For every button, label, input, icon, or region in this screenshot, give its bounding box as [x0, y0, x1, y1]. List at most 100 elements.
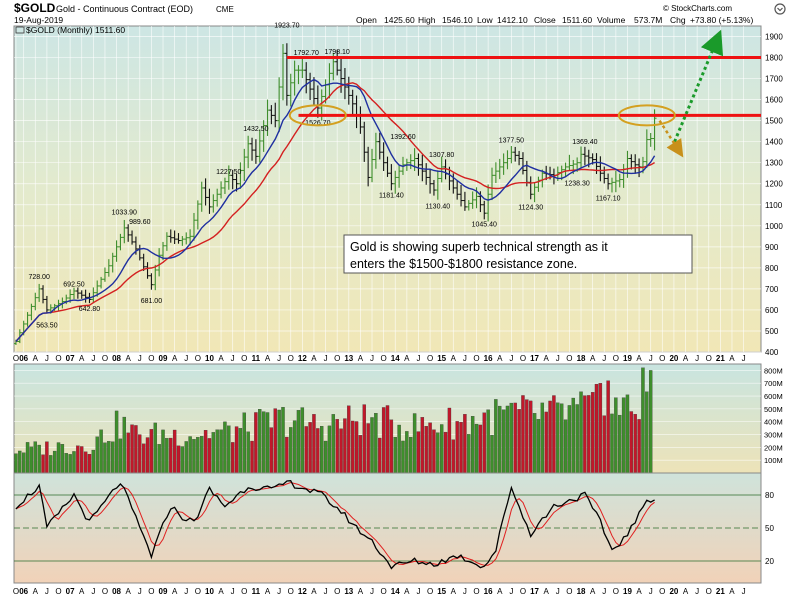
x-tick-label: O: [473, 587, 479, 596]
x-tick-label: J: [91, 587, 95, 596]
volume-bar: [60, 444, 65, 474]
volume-bar: [52, 450, 57, 474]
price-label: 1526.70: [305, 120, 330, 127]
price-tick-label: 600: [765, 306, 779, 315]
x-tick-label: J: [277, 354, 281, 363]
price-label: 1238.30: [564, 181, 589, 188]
x-tick-label: 09: [159, 354, 168, 363]
moving-average-fast-line: [15, 78, 656, 342]
volume-bar: [157, 444, 161, 474]
volume-bar: [211, 432, 216, 474]
volume-bar: [625, 394, 630, 474]
volume-bar: [95, 436, 99, 474]
x-tick-label: J: [45, 587, 49, 596]
settings-icon[interactable]: [774, 3, 786, 15]
chg-label: Chg: [670, 15, 686, 25]
x-tick-label: O: [427, 587, 433, 596]
price-label: 692.50: [63, 281, 85, 288]
volume-bar: [498, 405, 502, 474]
volume-bar: [64, 453, 68, 474]
x-tick-label: O: [288, 587, 294, 596]
x-tick-label: A: [265, 587, 271, 596]
x-tick-label: A: [729, 354, 735, 363]
volume-bar: [602, 415, 606, 474]
volume-bar: [196, 437, 200, 474]
volume-bar: [416, 431, 421, 474]
price-label: 563.50: [36, 323, 58, 330]
x-tick-label: O: [706, 587, 712, 596]
highlight-ellipse: [617, 104, 676, 127]
volume-bar: [45, 441, 49, 474]
volume-bar: [370, 417, 374, 474]
volume-bar: [134, 425, 138, 474]
volume-bar: [91, 449, 96, 474]
price-label: 1045.40: [472, 221, 497, 228]
volume-bar: [331, 414, 336, 474]
price-tick-label: 1900: [765, 33, 783, 42]
x-tick-label: J: [370, 354, 374, 363]
x-tick-label: A: [33, 587, 39, 596]
volume-bar: [304, 426, 308, 474]
x-tick-label: J: [184, 354, 188, 363]
volume-bar: [505, 405, 510, 474]
x-tick-label: A: [497, 587, 503, 596]
volume-bar: [439, 424, 444, 474]
x-tick-label: J: [91, 354, 95, 363]
volume-bar: [478, 424, 483, 474]
volume-bar: [633, 414, 637, 474]
stochastic-signal-line: [15, 481, 655, 566]
x-tick-label: J: [463, 587, 467, 596]
volume-bar: [246, 431, 250, 474]
volume-tick-label: 500M: [764, 405, 783, 414]
price-tick-label: 1300: [765, 159, 783, 168]
volume-bar: [397, 424, 401, 474]
x-tick-label: J: [695, 587, 699, 596]
volume-bar: [76, 445, 80, 474]
x-tick-label: A: [172, 587, 178, 596]
volume-bar: [412, 413, 417, 474]
low-value: 1412.10: [497, 15, 528, 25]
close-value: 1511.60: [562, 15, 592, 25]
x-tick-label: J: [649, 587, 653, 596]
volume-bar: [33, 441, 37, 474]
price-tick-label: 1000: [765, 222, 783, 231]
x-tick-label: O: [55, 354, 61, 363]
volume-bar: [594, 383, 599, 474]
x-tick-label: J: [463, 354, 467, 363]
volume-bar: [149, 429, 154, 474]
x-tick-label: J: [649, 354, 653, 363]
volume-bar: [532, 413, 537, 474]
volume-bar: [41, 454, 45, 474]
price-tick-label: 400: [765, 348, 779, 357]
volume-bar: [242, 412, 246, 474]
x-tick-label: A: [404, 587, 410, 596]
volume-bar: [552, 395, 556, 474]
volume-bar: [350, 420, 355, 474]
x-tick-label: A: [544, 587, 550, 596]
volume-bar: [99, 429, 103, 474]
volume-bar: [405, 431, 409, 474]
x-tick-label: 07: [66, 354, 75, 363]
volume-bar: [548, 400, 552, 474]
price-label: 1798.10: [325, 49, 350, 56]
x-tick-label: A: [590, 587, 596, 596]
x-tick-label: 09: [159, 587, 168, 596]
volume-bar: [238, 428, 243, 474]
price-label: 1377.50: [499, 137, 524, 144]
volume-bar: [72, 451, 76, 474]
volume-bar: [451, 439, 455, 474]
volume-bar: [517, 409, 521, 474]
x-tick-label: J: [184, 587, 188, 596]
x-tick-label: A: [79, 354, 85, 363]
volume-bar: [536, 419, 541, 474]
x-tick-label: O: [195, 354, 201, 363]
x-tick-label: A: [451, 354, 457, 363]
volume-bar: [587, 395, 591, 474]
stochastic-main-line: [15, 480, 655, 570]
volume-bar: [590, 392, 595, 474]
volume-bar: [300, 407, 305, 474]
volume-bar: [428, 422, 432, 474]
stats-row: Open 1425.60 High 1546.10 Low 1412.10 Cl…: [356, 15, 753, 25]
stochastic-tick-label: 80: [765, 491, 774, 500]
x-tick-label: O: [55, 587, 61, 596]
